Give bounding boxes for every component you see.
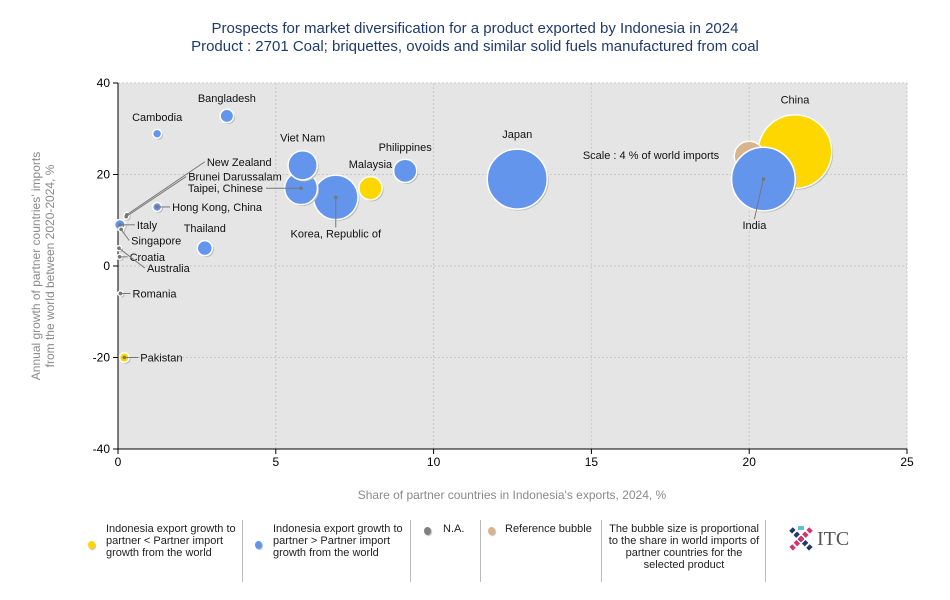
y-tick-label: -20 (93, 351, 111, 365)
point-label: Cambodia (132, 112, 183, 124)
x-tick-label: 0 (115, 455, 122, 469)
leader-dot (299, 186, 303, 191)
point-label: Pakistan (140, 353, 182, 365)
leader-dot (124, 214, 129, 219)
x-tick-label: 15 (585, 455, 599, 469)
bubble-japan (486, 148, 548, 210)
leader-dot (155, 205, 159, 209)
reference-label: Scale : 4 % of world imports (583, 150, 720, 162)
point-label: Korea, Republic of (291, 228, 382, 240)
itc-logo-text: ITC (817, 527, 850, 550)
legend-reference-text: Reference bubble (505, 523, 592, 535)
legend-slower-text: Indonesia export growth to partner < Par… (106, 523, 236, 559)
x-axis-label: Share of partner countries in Indonesia'… (358, 488, 667, 502)
y-tick-label: 40 (97, 76, 111, 90)
leader-line (125, 176, 187, 218)
x-tick-label: 25 (900, 455, 914, 469)
point-label: Romania (133, 288, 178, 300)
leader-dot (117, 246, 121, 250)
x-tick-label: 20 (743, 455, 757, 469)
point-label: India (742, 220, 767, 232)
legend-faster-text: Indonesia export growth to partner > Par… (273, 523, 403, 559)
y-axis-label-line2: from the world between 2020-2024, % (43, 164, 57, 367)
point-label: Hong Kong, China (172, 202, 263, 214)
legend-reference: Reference bubble (488, 523, 592, 535)
x-tick-label: 10 (427, 455, 441, 469)
legend-divider (765, 520, 766, 582)
point-label: Philippines (379, 142, 433, 154)
bubble-bangladesh (219, 108, 235, 124)
leader-dot (119, 227, 123, 232)
point-label: China (781, 95, 811, 107)
chart-subtitle: Product : 2701 Coal; briquettes, ovoids … (191, 38, 759, 55)
blue-dot-icon (255, 541, 262, 549)
point-label: Bangladesh (198, 93, 256, 105)
point-label: Malaysia (349, 159, 393, 171)
y-axis-label-line1: Annual growth of partner countries' impo… (29, 152, 43, 380)
point-label: Australia (147, 263, 191, 275)
legend-divider (480, 520, 481, 582)
point-label: Croatia (130, 252, 166, 264)
leader-dot (118, 223, 122, 227)
leader-line (118, 247, 146, 269)
leader-dot (117, 255, 122, 259)
legend-na: N.A. (424, 523, 464, 535)
point-label: Japan (502, 129, 532, 141)
legend-na-text: N.A. (443, 523, 465, 535)
point-label: Taipei, Chinese (188, 183, 263, 195)
legend-divider (410, 520, 411, 582)
leader-dot (118, 291, 123, 296)
bubble-philippines (392, 158, 418, 184)
itc-logo-mark-icon (789, 526, 813, 551)
yellow-dot-icon (88, 541, 95, 549)
itc-logo: ITC (788, 526, 849, 552)
x-tick-label: 5 (272, 455, 279, 469)
chart-title: Prospects for market diversification for… (212, 20, 739, 37)
gray-dot-icon (424, 527, 431, 535)
leader-line (753, 178, 764, 220)
point-label: Italy (137, 220, 158, 232)
bubble-viet-nam (287, 149, 318, 181)
legend-divider (601, 520, 602, 582)
point-label: New Zealand (207, 157, 272, 169)
legend-faster: Indonesia export growth to partner > Par… (255, 523, 407, 559)
point-label: Viet Nam (280, 132, 325, 144)
y-tick-label: 20 (97, 168, 111, 182)
tan-dot-icon (488, 527, 495, 535)
bubble-thailand (196, 239, 214, 257)
bubble-malaysia (358, 175, 383, 201)
y-tick-label: 0 (103, 259, 110, 273)
leader-dot (122, 355, 127, 360)
legend-note: The bubble size is proportional to the s… (608, 523, 760, 571)
point-label: Thailand (184, 223, 226, 235)
point-label: Singapore (131, 235, 181, 247)
leader-dot (333, 195, 338, 200)
legend-slower: Indonesia export growth to partner < Par… (88, 523, 238, 559)
leader-dot (761, 177, 766, 181)
legend-divider (242, 520, 243, 582)
point-label: Brunei Darussalam (188, 172, 282, 184)
leader-line (126, 161, 206, 216)
bubble-cambodia (151, 128, 163, 139)
y-tick-label: -40 (93, 442, 111, 456)
leader-line (120, 229, 130, 241)
